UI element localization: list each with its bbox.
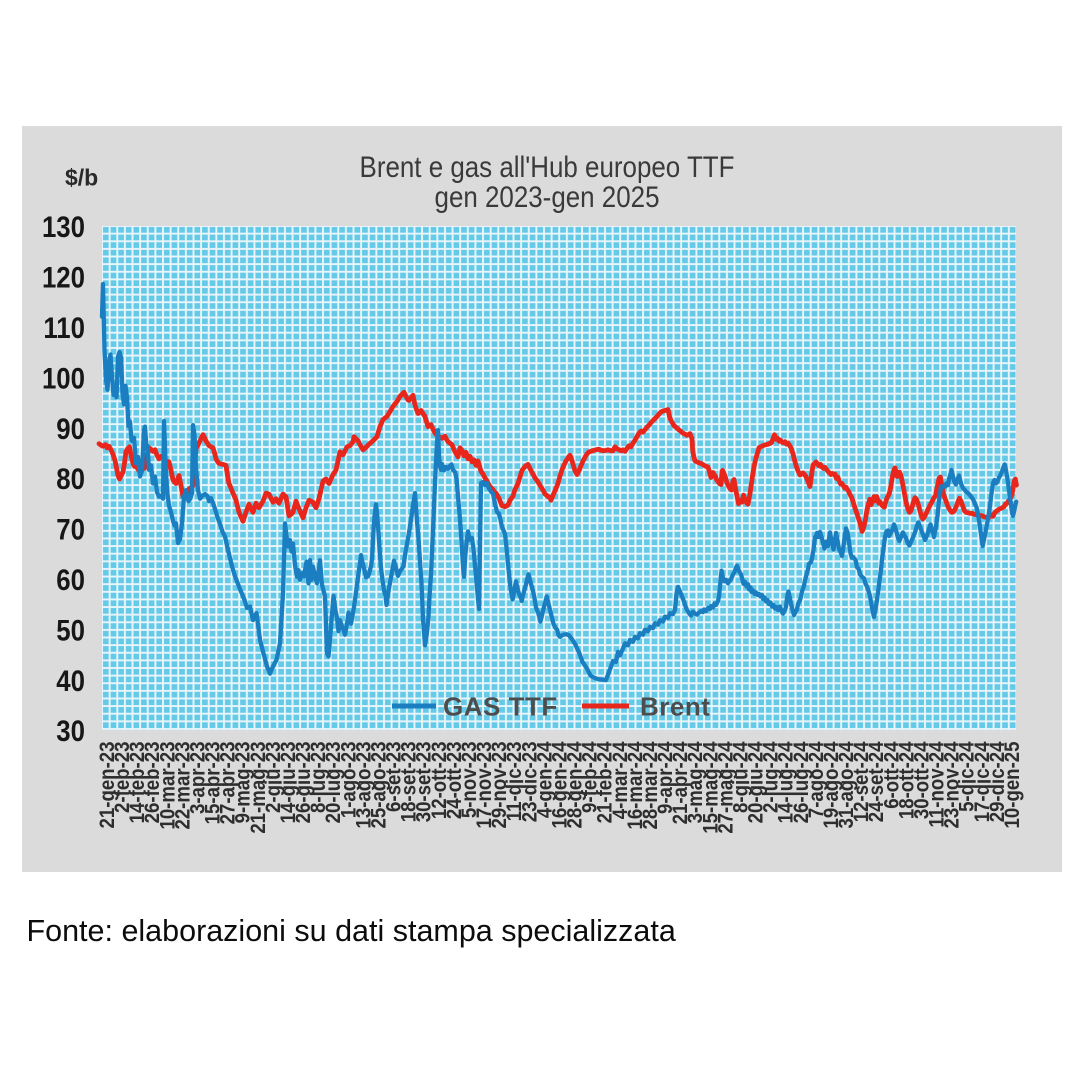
svg-text:17-nov-23: 17-nov-23 (473, 742, 496, 829)
svg-text:27-apr-23: 27-apr-23 (217, 742, 240, 825)
svg-text:2-giu-23: 2-giu-23 (262, 742, 285, 813)
svg-text:5-nov-23: 5-nov-23 (458, 742, 481, 819)
svg-text:3-mag-24: 3-mag-24 (684, 742, 707, 824)
svg-text:9-feb-24: 9-feb-24 (579, 742, 602, 813)
svg-text:14-lug-24: 14-lug-24 (775, 742, 798, 824)
svg-text:12-ott-23: 12-ott-23 (428, 742, 451, 820)
svg-text:30-set-23: 30-set-23 (413, 742, 436, 823)
svg-text:21-apr-24: 21-apr-24 (669, 742, 692, 825)
svg-text:Fonte: elaborazioni su dati st: Fonte: elaborazioni su dati stampa speci… (27, 914, 676, 948)
svg-text:11-dic-23: 11-dic-23 (503, 742, 526, 822)
svg-text:2-lug-24: 2-lug-24 (760, 742, 783, 813)
svg-text:23-nov-24: 23-nov-24 (941, 742, 964, 829)
svg-text:19-ago-24: 19-ago-24 (820, 742, 843, 829)
svg-text:16-gen-24: 16-gen-24 (549, 742, 572, 829)
svg-text:15-mag-24: 15-mag-24 (699, 742, 722, 834)
svg-text:6-set-23: 6-set-23 (383, 742, 406, 812)
svg-text:26-lug-24: 26-lug-24 (790, 742, 813, 824)
svg-text:5-dic-24: 5-dic-24 (956, 742, 979, 812)
svg-text:30-ott-24: 30-ott-24 (911, 742, 934, 820)
svg-text:27-mag-24: 27-mag-24 (714, 742, 737, 834)
svg-text:8-lug-23: 8-lug-23 (307, 742, 330, 813)
svg-text:18-set-23: 18-set-23 (398, 742, 421, 823)
svg-text:70: 70 (56, 513, 85, 546)
svg-text:29-dic-24: 29-dic-24 (986, 742, 1009, 823)
svg-text:21-gen-23: 21-gen-23 (96, 742, 119, 829)
svg-text:21-mag-23: 21-mag-23 (247, 742, 270, 834)
svg-text:$/b: $/b (65, 165, 98, 191)
svg-text:24-set-24: 24-set-24 (865, 742, 888, 823)
svg-text:15-apr-23: 15-apr-23 (202, 742, 225, 825)
svg-text:120: 120 (42, 261, 85, 294)
svg-text:4-gen-24: 4-gen-24 (533, 742, 556, 819)
svg-text:8-giu-24: 8-giu-24 (730, 742, 753, 813)
svg-text:40: 40 (56, 664, 85, 697)
svg-text:26-giu-23: 26-giu-23 (292, 742, 315, 824)
svg-text:80: 80 (56, 462, 85, 495)
svg-text:Brent e gas all'Hub europeo TT: Brent e gas all'Hub europeo TTF (360, 150, 735, 183)
svg-text:60: 60 (56, 563, 85, 596)
svg-text:25-ago-23: 25-ago-23 (368, 742, 391, 829)
svg-text:4-mar-24: 4-mar-24 (609, 742, 632, 820)
svg-text:18-ott-24: 18-ott-24 (895, 742, 918, 820)
svg-text:28-gen-24: 28-gen-24 (564, 742, 587, 829)
svg-text:2-feb-23: 2-feb-23 (111, 742, 134, 813)
svg-text:31-ago-24: 31-ago-24 (835, 742, 858, 829)
svg-text:29-nov-23: 29-nov-23 (488, 742, 511, 829)
svg-text:130: 130 (42, 210, 85, 243)
svg-text:13-ago-23: 13-ago-23 (352, 742, 375, 829)
svg-text:50: 50 (56, 614, 85, 647)
svg-text:Brent: Brent (640, 692, 710, 722)
svg-text:23-dic-23: 23-dic-23 (518, 742, 541, 823)
svg-text:14-feb-23: 14-feb-23 (126, 742, 149, 824)
svg-text:26-feb-23: 26-feb-23 (141, 742, 164, 824)
svg-text:9-mag-23: 9-mag-23 (232, 742, 255, 824)
svg-text:10-gen-25: 10-gen-25 (1001, 742, 1024, 829)
svg-text:14-giu-23: 14-giu-23 (277, 742, 300, 824)
svg-text:11-nov-24: 11-nov-24 (926, 742, 949, 828)
svg-text:21-feb-24: 21-feb-24 (594, 742, 617, 824)
svg-text:90: 90 (56, 412, 85, 445)
svg-text:20-giu-24: 20-giu-24 (745, 742, 768, 824)
svg-text:16-mar-24: 16-mar-24 (624, 742, 647, 830)
svg-text:17-dic-24: 17-dic-24 (971, 742, 994, 823)
svg-text:100: 100 (42, 362, 85, 395)
svg-text:30: 30 (56, 714, 85, 747)
svg-text:3-apr-23: 3-apr-23 (187, 742, 210, 815)
svg-text:10-mar-23: 10-mar-23 (156, 742, 179, 830)
svg-text:gen 2023-gen 2025: gen 2023-gen 2025 (435, 180, 660, 213)
svg-text:12-set-24: 12-set-24 (850, 742, 873, 823)
svg-text:1-ago-23: 1-ago-23 (337, 742, 360, 819)
svg-text:9-apr-24: 9-apr-24 (654, 742, 677, 815)
svg-text:24-ott-23: 24-ott-23 (443, 742, 466, 820)
svg-text:GAS TTF: GAS TTF (443, 692, 558, 722)
svg-text:110: 110 (43, 311, 85, 344)
svg-text:28-mar-24: 28-mar-24 (639, 742, 662, 830)
svg-text:6-ott-24: 6-ott-24 (880, 742, 903, 809)
svg-text:7-ago-24: 7-ago-24 (805, 742, 828, 819)
svg-text:22-mar-23: 22-mar-23 (171, 742, 194, 830)
svg-text:20-lug-23: 20-lug-23 (322, 742, 345, 824)
